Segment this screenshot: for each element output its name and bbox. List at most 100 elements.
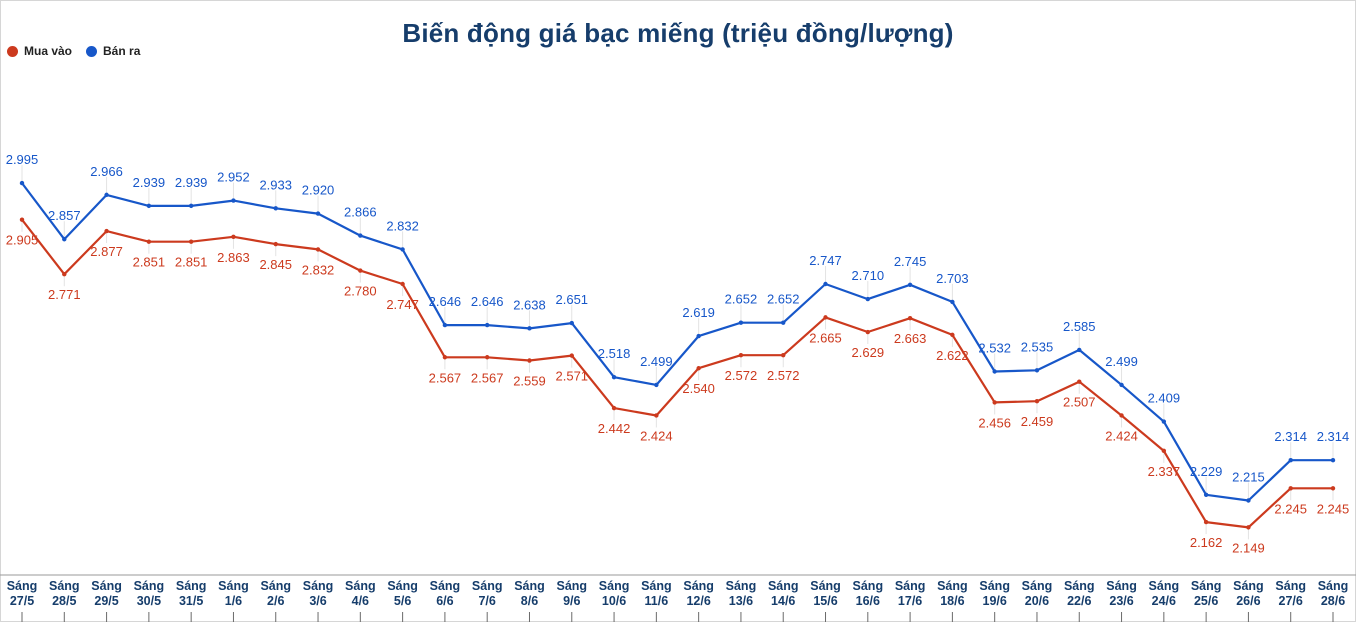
data-label-ban-ra: 2.585: [1063, 319, 1096, 334]
data-point-ban-ra: [1077, 347, 1082, 353]
legend-label-ban-ra: Bán ra: [103, 44, 141, 58]
data-point-mua-vao: [1288, 486, 1293, 491]
series-line-ban-ra: [21, 182, 1333, 502]
data-point-ban-ra: [188, 203, 194, 209]
x-tick-label-line: Sáng: [176, 579, 207, 593]
x-tick-label-line: Sáng: [683, 579, 714, 593]
x-tick-label-line: Sáng: [937, 579, 968, 593]
x-tick-label: Sáng 27/6: [1275, 579, 1306, 608]
x-tick-label-line: 4/6: [352, 594, 369, 608]
legend-item-mua-vao[interactable]: Mua vào: [7, 44, 72, 58]
data-label-mua-vao: 2.245: [1274, 501, 1307, 516]
x-tick-label-line: 7/6: [478, 594, 495, 608]
data-point-ban-ra: [865, 296, 871, 302]
data-point-mua-vao: [865, 329, 871, 335]
legend-label-mua-vao: Mua vào: [24, 44, 73, 58]
data-label-ban-ra: 2.535: [1021, 339, 1054, 354]
data-label-mua-vao: 2.162: [1190, 535, 1223, 550]
data-point-mua-vao: [315, 247, 321, 252]
x-tick-label-line: 28/6: [1321, 594, 1345, 608]
data-label-mua-vao: 2.832: [302, 262, 335, 277]
data-label-mua-vao: 2.780: [344, 284, 377, 299]
x-tick-label: Sáng 27/5: [7, 579, 38, 608]
x-tick-label-line: 3/6: [309, 594, 326, 608]
x-tick-label-line: Sáng: [303, 579, 334, 593]
x-tick-label-line: 14/6: [771, 594, 795, 608]
x-tick-label-line: 1/6: [225, 594, 242, 608]
data-point-mua-vao: [992, 400, 997, 405]
x-tick-label: Sáng 4/6: [345, 579, 376, 608]
data-label-ban-ra: 2.646: [471, 294, 504, 309]
data-label-ban-ra: 2.995: [6, 152, 39, 167]
data-point-ban-ra: [1161, 419, 1167, 424]
data-label-ban-ra: 2.939: [133, 175, 166, 190]
series-line-mua-vao: [21, 219, 1333, 529]
x-tick-label-line: Sáng: [49, 579, 80, 593]
x-tick-label: Sáng 17/6: [895, 579, 926, 608]
data-label-ban-ra: 2.920: [302, 183, 335, 198]
data-label-ban-ra: 2.939: [175, 175, 208, 190]
x-tick-label-line: Sáng: [1233, 579, 1264, 593]
data-label-mua-vao: 2.507: [1063, 395, 1096, 410]
x-tick-label-line: Sáng: [979, 579, 1010, 593]
data-point-mua-vao: [1077, 379, 1082, 384]
x-tick-label-line: Sáng: [430, 579, 461, 593]
data-point-mua-vao: [188, 239, 194, 244]
x-tick-label-line: Sáng: [7, 579, 38, 593]
x-tick-label-line: 25/6: [1194, 594, 1218, 608]
data-label-ban-ra: 2.866: [344, 205, 377, 220]
x-tick-label: Sáng 30/5: [134, 579, 165, 608]
data-point-mua-vao: [950, 332, 955, 338]
x-tick-label: Sáng 29/5: [91, 579, 122, 608]
x-tick-label: Sáng 3/6: [303, 579, 334, 608]
x-tick-label-line: Sáng: [1106, 579, 1137, 593]
data-label-mua-vao: 2.851: [133, 255, 166, 270]
x-tick-label: Sáng 14/6: [768, 579, 799, 608]
data-point-ban-ra: [654, 382, 659, 388]
x-tick-label-line: 12/6: [686, 594, 710, 608]
x-tick-label-line: 8/6: [521, 594, 538, 608]
x-tick-label: Sáng 12/6: [683, 579, 714, 608]
data-point-ban-ra: [569, 320, 574, 326]
data-label-ban-ra: 2.857: [48, 208, 81, 223]
x-tick-label-line: Sáng: [134, 579, 165, 593]
data-label-mua-vao: 2.845: [259, 257, 292, 272]
x-tick-label-line: 2/6: [267, 594, 284, 608]
x-tick-label: Sáng 31/5: [176, 579, 207, 608]
x-tick-label-line: Sáng: [472, 579, 503, 593]
x-tick-label-line: Sáng: [1064, 579, 1095, 593]
data-point-mua-vao: [823, 315, 828, 320]
data-label-mua-vao: 2.337: [1148, 464, 1181, 479]
data-label-ban-ra: 2.745: [894, 254, 927, 269]
data-point-ban-ra: [781, 320, 786, 325]
legend-item-ban-ra[interactable]: Bán ra: [86, 44, 140, 58]
data-point-ban-ra: [823, 281, 828, 287]
x-tick-label-line: Sáng: [514, 579, 545, 593]
x-tick-label: Sáng 16/6: [853, 579, 884, 608]
data-point-ban-ra: [1246, 498, 1251, 503]
x-tick-label-line: 16/6: [856, 594, 880, 608]
data-point-mua-vao: [527, 358, 532, 363]
data-point-mua-vao: [696, 366, 701, 371]
data-label-mua-vao: 2.456: [978, 415, 1011, 430]
data-point-ban-ra: [907, 282, 913, 288]
x-tick-label-line: 26/6: [1236, 594, 1260, 608]
data-label-ban-ra: 2.409: [1148, 391, 1181, 406]
x-tick-label-line: Sáng: [810, 579, 841, 593]
data-point-mua-vao: [231, 234, 236, 239]
data-point-mua-vao: [62, 272, 67, 277]
data-label-mua-vao: 2.567: [429, 370, 462, 385]
x-tick-label-line: 27/5: [10, 594, 34, 608]
x-tick-label-line: Sáng: [726, 579, 757, 593]
data-label-ban-ra: 2.638: [513, 297, 546, 312]
data-point-ban-ra: [231, 198, 236, 203]
data-label-mua-vao: 2.567: [471, 370, 504, 385]
data-point-mua-vao: [104, 228, 109, 234]
data-label-ban-ra: 2.832: [386, 218, 419, 233]
data-point-ban-ra: [738, 320, 744, 325]
data-label-mua-vao: 2.851: [175, 255, 208, 270]
data-label-mua-vao: 2.571: [556, 369, 589, 384]
data-point-ban-ra: [146, 203, 152, 209]
data-label-ban-ra: 2.747: [809, 253, 842, 268]
